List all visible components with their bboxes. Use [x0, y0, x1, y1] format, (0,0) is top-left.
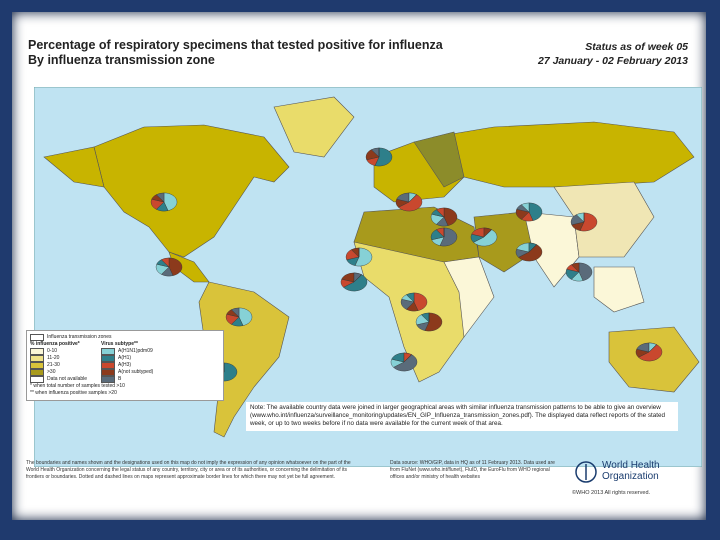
- legend-zone: Influenza transmission zones: [30, 334, 220, 341]
- pie-slice: [231, 307, 240, 318]
- status-week: Status as of week 05: [585, 41, 688, 53]
- data-source: Data source: WHO/GIP, data in HQ as of 1…: [390, 460, 555, 480]
- title-line: Percentage of respiratory specimens that…: [28, 38, 443, 52]
- pie-slice: [571, 262, 580, 273]
- pie-slice: [521, 202, 530, 213]
- russia: [433, 121, 695, 188]
- legend-row: A(not subtyped): [101, 369, 153, 376]
- pie-slice: [528, 244, 537, 253]
- legend-text: 21-30: [47, 362, 60, 368]
- org-line: Organization: [602, 471, 659, 482]
- legend-row: A(H1N1)pdm09: [101, 348, 153, 355]
- east-africa: [443, 256, 495, 338]
- organization: World Health Organization: [602, 460, 660, 482]
- swatch: [30, 362, 44, 369]
- legend-cols: % influenza positive* 0-10 11-20 21-30 >30 Da…: [30, 341, 220, 383]
- pie-slice: [579, 212, 598, 232]
- pie-slice: [528, 202, 543, 221]
- east-europe: [413, 131, 465, 188]
- pie-slice: [156, 192, 165, 203]
- note: Note: The available country data were jo…: [246, 402, 678, 431]
- swatch: [30, 369, 44, 376]
- legend-row: Data not available: [30, 376, 87, 383]
- legend-heading: Virus subtype**: [101, 341, 138, 347]
- pie-slice: [353, 274, 362, 283]
- legend-note: ** when influenza positive samples >20: [30, 390, 117, 396]
- alaska: [43, 146, 105, 188]
- legend-row: 0-10: [30, 348, 87, 355]
- pie-slice: [483, 229, 492, 238]
- legend-row: B: [101, 376, 153, 383]
- swatch: [101, 362, 116, 369]
- pie-slice: [576, 212, 585, 223]
- legend-bins: % influenza positive* 0-10 11-20 21-30 >30 Da…: [30, 341, 87, 383]
- legend-row: >30: [30, 369, 87, 376]
- north-america: [93, 124, 290, 258]
- swatch: [30, 334, 44, 341]
- legend-note: * when total number of samples tested >1…: [30, 383, 125, 389]
- greenland: [273, 96, 355, 158]
- legend-subtypes: Virus subtype** A(H1N1)pdm09 A(H1) A(H3) A(n…: [101, 341, 153, 383]
- legend-row: A(H1): [101, 355, 153, 362]
- pie-slice: [406, 292, 415, 303]
- legend-row: 21-30: [30, 362, 87, 369]
- swatch: [101, 355, 116, 362]
- legend-row: A(H3): [101, 362, 153, 369]
- pie-slice: [648, 344, 657, 353]
- swatch: [101, 376, 116, 383]
- legend-text: A(not subtyped): [118, 369, 154, 375]
- swatch: [101, 369, 116, 376]
- legend-text: Data not available: [47, 376, 88, 382]
- legend-text: >30: [47, 369, 56, 375]
- pie-slice: [374, 147, 393, 167]
- legend-text: Influenza transmission zones: [47, 334, 112, 340]
- legend-text: B: [118, 376, 122, 382]
- title-line: By influenza transmission zone: [28, 53, 215, 67]
- pie-slice: [413, 292, 428, 311]
- swatch: [30, 355, 44, 362]
- swatch: [101, 348, 116, 355]
- org-line: World Health: [602, 460, 660, 471]
- pie-slice: [354, 247, 373, 267]
- status: Status as of week 05 27 January - 02 Feb…: [538, 40, 688, 68]
- pie-slice: [436, 207, 445, 218]
- legend: Influenza transmission zones % influenza…: [26, 330, 224, 401]
- who-logo: [575, 461, 597, 483]
- title: Percentage of respiratory specimens that…: [28, 38, 443, 68]
- legend-text: 11-20: [47, 355, 60, 361]
- southeast-asia: [593, 266, 645, 313]
- pie-slice: [163, 192, 178, 211]
- pie-slice: [424, 312, 443, 332]
- pie-slice: [578, 262, 593, 281]
- legend-text: 0-10: [47, 348, 58, 354]
- legend-heading: % influenza positive*: [30, 341, 80, 347]
- pie-slice: [408, 194, 417, 203]
- disclaimer: The boundaries and names shown and the d…: [26, 460, 351, 480]
- logo-ring: [575, 461, 597, 483]
- pie-slice: [161, 257, 170, 268]
- swatch: [30, 376, 44, 383]
- swatch: [30, 348, 44, 355]
- legend-text: A(H1N1)pdm09: [118, 348, 153, 354]
- legend-row: 11-20: [30, 355, 87, 362]
- status-dates: 27 January - 02 February 2013: [537, 55, 688, 67]
- legend-text: A(H3): [118, 362, 132, 368]
- pie-slice: [443, 207, 458, 226]
- legend-text: A(H1): [118, 355, 132, 361]
- pie-slice: [439, 227, 458, 247]
- pie-slice: [238, 307, 253, 326]
- pie-slice: [403, 354, 412, 363]
- pie-slice: [168, 257, 183, 276]
- copyright: ©WHO 2013 All rights reserved.: [572, 490, 651, 496]
- pie-slice: [371, 147, 380, 158]
